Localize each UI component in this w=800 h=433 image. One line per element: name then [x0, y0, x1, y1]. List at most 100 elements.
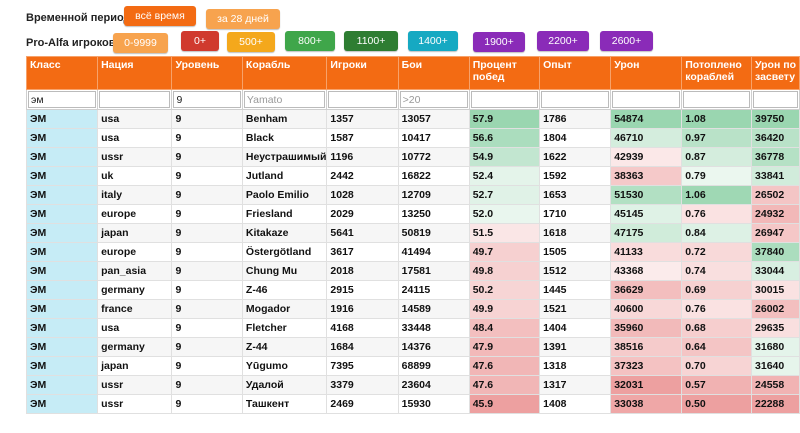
column-header-0[interactable]: Класс	[25, 56, 99, 90]
table-cell: 41133	[610, 242, 683, 262]
table-cell: 9	[171, 375, 243, 395]
table-cell: 0.87	[681, 147, 753, 167]
table-cell: 24558	[751, 375, 800, 395]
filter-input-8[interactable]	[612, 91, 681, 108]
table-cell: Удалой	[241, 375, 328, 395]
filter-cell	[326, 89, 399, 110]
table-row: ЭМ europe 9 Östergötland 3617 41494 49.7 1505 41…	[25, 242, 800, 262]
table-cell: ЭМ	[25, 204, 99, 224]
filter-input-10[interactable]	[753, 91, 798, 108]
column-header-8[interactable]: Урон	[610, 56, 683, 90]
pro-alfa-button-7[interactable]: 2200+	[537, 31, 589, 51]
pro-alfa-button-1[interactable]: 0+	[181, 31, 219, 51]
filter-cell	[25, 89, 99, 110]
table-cell: 57.9	[468, 109, 541, 129]
table-cell: 9	[171, 128, 243, 148]
period-button-0[interactable]: всё время	[124, 6, 196, 26]
filter-input-9[interactable]	[683, 91, 751, 108]
filter-cell	[97, 89, 173, 110]
table-cell: 0.70	[681, 356, 753, 376]
table-cell: ЭМ	[25, 375, 99, 395]
table-cell: 46710	[610, 128, 683, 148]
filter-input-4[interactable]	[328, 91, 397, 108]
table-cell: 68899	[397, 356, 470, 376]
table-row: ЭМ japan 9 Yūgumo 7395 68899 47.6 1318 37323 0.70…	[25, 356, 800, 376]
filter-cell	[610, 89, 683, 110]
table-cell: 9	[171, 204, 243, 224]
table-cell: 52.7	[468, 185, 541, 205]
table-row: ЭМ france 9 Mogador 1916 14589 49.9 1521 40600 0.…	[25, 299, 800, 319]
table-cell: france	[97, 299, 173, 319]
pro-alfa-button-2[interactable]: 500+	[227, 32, 275, 52]
table-cell: Black	[241, 128, 328, 148]
pro-alfa-button-5[interactable]: 1400+	[408, 31, 458, 51]
column-header-5[interactable]: Бои	[397, 56, 470, 90]
column-header-10[interactable]: Урон по засвету	[751, 56, 800, 90]
table-cell: europe	[97, 204, 173, 224]
table-row: ЭМ germany 9 Z-44 1684 14376 47.9 1391 38516 0.64…	[25, 337, 800, 357]
table-cell: 2469	[326, 394, 399, 414]
table-cell: 1684	[326, 337, 399, 357]
filter-input-6[interactable]	[470, 91, 539, 108]
table-row: ЭМ italy 9 Paolo Emilio 1028 12709 52.7 1653 515…	[25, 185, 800, 205]
column-header-3[interactable]: Корабль	[241, 56, 328, 90]
table-cell: 9	[171, 166, 243, 186]
column-header-7[interactable]: Опыт	[539, 56, 612, 90]
pro-alfa-button-0[interactable]: 0-9999	[113, 33, 168, 53]
table-cell: Östergötland	[241, 242, 328, 262]
table-cell: 38363	[610, 166, 683, 186]
table-cell: 0.79	[681, 166, 753, 186]
table-row: ЭМ usa 9 Fletcher 4168 33448 48.4 1404 35960 0.68…	[25, 318, 800, 338]
table-cell: ЭМ	[25, 223, 99, 243]
pro-alfa-button-3[interactable]: 800+	[285, 31, 335, 51]
filter-input-2[interactable]	[173, 91, 241, 108]
table-cell: usa	[97, 109, 173, 129]
table-cell: 35960	[610, 318, 683, 338]
table-cell: 30015	[751, 280, 800, 300]
filter-cell	[171, 89, 243, 110]
table-cell: ЭМ	[25, 299, 99, 319]
column-header-6[interactable]: Процент побед	[468, 56, 541, 90]
pro-alfa-button-6[interactable]: 1900+	[473, 32, 525, 52]
pro-alfa-button-8[interactable]: 2600+	[600, 31, 653, 51]
table-body: ЭМ usa 9 Benham 1357 13057 57.9 1786 54874 1.08 39…	[25, 109, 800, 414]
filter-input-3[interactable]	[243, 91, 326, 108]
table-cell: 9	[171, 356, 243, 376]
table-cell: usa	[97, 128, 173, 148]
table-cell: germany	[97, 337, 173, 357]
table-cell: 22288	[751, 394, 800, 414]
table-cell: 33448	[397, 318, 470, 338]
table-cell: 2029	[326, 204, 399, 224]
table-cell: 32031	[610, 375, 683, 395]
table-cell: 0.64	[681, 337, 753, 357]
table-cell: 9	[171, 318, 243, 338]
table-cell: 51530	[610, 185, 683, 205]
table-cell: 16822	[397, 166, 470, 186]
table-cell: usa	[97, 318, 173, 338]
filter-bar: Временной период: всё время за 28 дней Pr…	[0, 0, 800, 56]
table-cell: 0.68	[681, 318, 753, 338]
pro-alfa-button-4[interactable]: 1100+	[344, 31, 398, 51]
filter-cell	[468, 89, 541, 110]
filter-input-0[interactable]	[28, 91, 97, 108]
column-header-1[interactable]: Нация	[97, 56, 173, 90]
table-cell: Friesland	[241, 204, 328, 224]
table-cell: Mogador	[241, 299, 328, 319]
filter-input-7[interactable]	[541, 91, 610, 108]
table-cell: germany	[97, 280, 173, 300]
column-header-4[interactable]: Игроки	[326, 56, 399, 90]
column-header-2[interactable]: Уровень	[171, 56, 243, 90]
table-cell: 36778	[751, 147, 800, 167]
column-header-9[interactable]: Потоплено кораблей	[681, 56, 753, 90]
table-cell: 47.9	[468, 337, 541, 357]
table-cell: 17581	[397, 261, 470, 281]
table-cell: 26502	[751, 185, 800, 205]
table-cell: pan_asia	[97, 261, 173, 281]
table-row: ЭМ ussr 9 Неустрашимый 1196 10772 54.9 1622 4293…	[25, 147, 800, 167]
filter-input-5[interactable]	[399, 91, 468, 108]
table-cell: 3617	[326, 242, 399, 262]
table-cell: 0.74	[681, 261, 753, 281]
table-row: ЭМ usa 9 Benham 1357 13057 57.9 1786 54874 1.08 39…	[25, 109, 800, 129]
period-button-1[interactable]: за 28 дней	[206, 9, 280, 29]
filter-input-1[interactable]	[99, 91, 171, 108]
